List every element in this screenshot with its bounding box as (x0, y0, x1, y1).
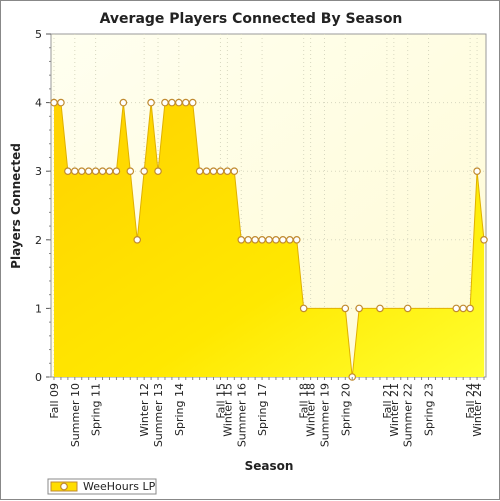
data-point (168, 98, 176, 107)
data-point (258, 236, 266, 244)
x-tick-label: Summer 10 (69, 383, 82, 447)
data-point (265, 236, 273, 244)
data-point (279, 236, 287, 244)
x-tick-label: Summer 22 (402, 383, 415, 447)
x-tick-label: Winter 12 (138, 383, 151, 437)
x-tick-label: Fall 24 (464, 383, 477, 419)
x-tick-label: Fall 21 (381, 383, 394, 419)
data-point (71, 167, 79, 176)
data-point (299, 304, 308, 313)
data-point (292, 236, 301, 244)
x-tick-label: Summer 16 (235, 383, 248, 447)
data-point (355, 304, 363, 313)
data-point (237, 236, 246, 244)
x-tick-label: Spring 17 (256, 383, 269, 436)
chart-title: Average Players Connected By Season (100, 11, 403, 27)
y-axis-ticks: 0 1 2 3 4 5 (35, 28, 51, 384)
y-tick-label: 2 (35, 234, 42, 247)
x-tick-label: Fall 18 (298, 383, 311, 419)
x-tick-label: Summer 13 (152, 383, 165, 447)
data-point (133, 236, 142, 244)
data-point (473, 167, 481, 176)
data-point (161, 98, 169, 107)
data-point (223, 167, 232, 176)
data-point (105, 167, 114, 176)
y-axis-label: Players Connected (9, 143, 23, 269)
legend: WeeHours LP (47, 478, 157, 495)
x-tick-label: Winter 15 (221, 383, 234, 437)
x-tick-label: Fall 15 (214, 383, 227, 419)
data-point (341, 304, 350, 313)
x-tick-label: Spring 11 (90, 383, 103, 436)
y-tick-label: 1 (35, 302, 42, 315)
data-point (286, 236, 294, 244)
data-point (216, 167, 225, 176)
data-point (98, 167, 107, 176)
data-point (84, 167, 93, 176)
data-point (376, 304, 384, 313)
y-tick-label: 5 (35, 28, 42, 41)
data-point (77, 167, 86, 176)
data-point (147, 98, 155, 107)
data-point (181, 98, 190, 107)
x-tick-label: Spring 20 (339, 383, 352, 436)
data-point (112, 167, 121, 176)
data-point (466, 304, 474, 313)
data-point (119, 98, 128, 107)
legend-label: WeeHours LP (83, 480, 156, 493)
data-point (202, 167, 211, 176)
data-point (272, 236, 280, 244)
data-point (209, 167, 218, 176)
x-tick-label: Spring 14 (173, 383, 186, 436)
data-point (50, 98, 58, 107)
data-point (251, 236, 259, 244)
x-tick-label: Winter 21 (388, 383, 401, 437)
x-tick-label: Summer 19 (318, 383, 331, 447)
data-point (195, 167, 204, 176)
x-tick-label: Winter 24 (471, 383, 484, 437)
y-tick-label: 3 (35, 165, 42, 178)
x-tick-label: Fall 09 (48, 383, 61, 419)
data-point (452, 304, 461, 313)
x-tick-label: Winter 18 (305, 383, 318, 437)
data-point (459, 304, 467, 313)
data-point (403, 304, 412, 313)
data-point (175, 98, 183, 107)
data-point (140, 167, 148, 176)
series-markers (50, 98, 488, 381)
x-axis-ticks: Fall 09 Summer 10 Spring 11 Winter 12 Summer… (48, 377, 485, 447)
y-tick-label: 4 (35, 97, 42, 110)
data-point (57, 98, 65, 107)
data-point (480, 236, 488, 244)
x-axis-label: Season (245, 459, 294, 473)
data-point (126, 167, 135, 176)
data-point (154, 167, 162, 176)
data-point (188, 98, 197, 107)
legend-marker (60, 482, 68, 491)
y-tick-label: 0 (35, 371, 42, 384)
x-tick-label: Spring 23 (423, 383, 436, 436)
data-point (64, 167, 72, 176)
data-point (244, 236, 252, 244)
data-point (230, 167, 239, 176)
data-point (91, 167, 100, 176)
